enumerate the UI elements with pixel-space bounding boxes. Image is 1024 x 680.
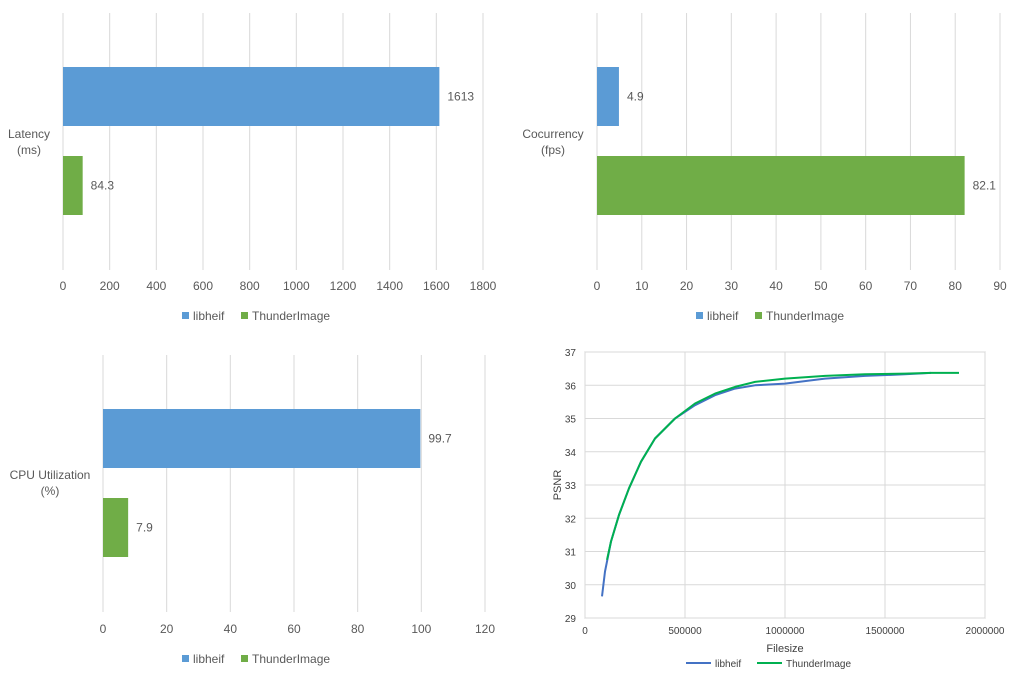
series-lines (601, 371, 959, 597)
x-tick-label: 20 (680, 279, 694, 293)
data-label-libheif: 4.9 (627, 90, 644, 104)
x-tick-label: 2000000 (966, 626, 1005, 637)
gridlines (596, 13, 1001, 270)
x-tick-label: 800 (240, 279, 260, 293)
x-tick-label: 1000 (283, 279, 310, 293)
data-label-thunderimage: 7.9 (136, 521, 153, 535)
y-axis-label-line2: (%) (41, 484, 60, 498)
x-tick-label: 90 (993, 279, 1007, 293)
legend-label-thunderimage: ThunderImage (252, 309, 330, 323)
legend-swatch-libheif (182, 655, 189, 662)
x-axis-label: Filesize (766, 643, 803, 655)
x-tick-label: 80 (351, 622, 365, 636)
x-tick-label: 1600 (423, 279, 450, 293)
x-tick-label: 0 (582, 626, 588, 637)
x-tick-label: 120 (475, 622, 495, 636)
bar-libheif (103, 409, 421, 468)
data-label-thunderimage: 82.1 (973, 179, 997, 193)
y-axis-label-line1: CPU Utilization (10, 468, 91, 482)
x-tick-label: 1800 (470, 279, 497, 293)
y-axis-label-line2: (fps) (541, 143, 565, 157)
legend-label-libheif: libheif (715, 659, 741, 670)
legend-swatch-libheif (696, 312, 703, 319)
x-tick-label: 10 (635, 279, 649, 293)
legend-label-libheif: libheif (193, 309, 225, 323)
x-tick-labels: 0 20 40 60 80 100 120 (100, 622, 496, 636)
x-tick-label: 1400 (376, 279, 403, 293)
legend-label-thunderimage: ThunderImage (766, 309, 844, 323)
x-tick-label: 30 (725, 279, 739, 293)
y-tick-label: 29 (565, 614, 577, 625)
bar-thunderimage (103, 498, 129, 557)
data-label-libheif: 99.7 (428, 432, 452, 446)
x-tick-label: 100 (411, 622, 431, 636)
y-tick-label: 30 (565, 581, 577, 592)
x-tick-label: 40 (769, 279, 783, 293)
gridlines (584, 351, 986, 619)
bars: 4.9 82.1 (597, 67, 996, 215)
y-axis-label: PSNR (552, 470, 564, 501)
x-tick-label: 1500000 (866, 626, 905, 637)
x-tick-label: 1200 (330, 279, 357, 293)
legend: libheif ThunderImage (696, 309, 844, 323)
x-tick-label: 70 (904, 279, 918, 293)
x-tick-label: 0 (594, 279, 601, 293)
x-tick-labels: 0 200 400 600 800 1000 1200 1400 1600 1800 (60, 279, 497, 293)
legend: libheif ThunderImage (182, 309, 330, 323)
x-tick-label: 0 (100, 622, 107, 636)
y-tick-label: 33 (565, 481, 577, 492)
x-tick-label: 40 (224, 622, 238, 636)
legend-label-thunderimage: ThunderImage (786, 659, 851, 670)
y-tick-label: 31 (565, 548, 577, 559)
legend-label-libheif: libheif (193, 652, 225, 666)
bar-thunderimage (63, 156, 83, 215)
x-tick-label: 80 (949, 279, 963, 293)
bar-libheif (63, 67, 440, 126)
data-label-thunderimage: 84.3 (91, 179, 115, 193)
y-tick-labels: 29 30 31 32 33 34 35 36 37 (565, 348, 577, 625)
x-tick-label: 500000 (668, 626, 702, 637)
legend-label-libheif: libheif (707, 309, 739, 323)
legend-swatch-thunderimage (755, 312, 762, 319)
x-tick-label: 200 (100, 279, 120, 293)
series-line-thunderimage (606, 371, 959, 561)
bar-libheif (597, 67, 619, 126)
x-tick-label: 0 (60, 279, 67, 293)
bar-thunderimage (597, 156, 965, 215)
x-tick-label: 50 (814, 279, 828, 293)
cpu-utilization-chart: CPU Utilization (%) 99.7 7.9 0 20 40 60 80 100… (10, 355, 496, 666)
legend-swatch-thunderimage (241, 312, 248, 319)
x-tick-labels: 0 10 20 30 40 50 60 70 80 90 (594, 279, 1007, 293)
legend: libheif ThunderImage (686, 659, 851, 670)
x-tick-label: 20 (160, 622, 174, 636)
gridlines (102, 355, 486, 612)
bars: 1613 84.3 (63, 67, 474, 215)
legend-swatch-thunderimage (241, 655, 248, 662)
y-tick-label: 37 (565, 348, 577, 359)
y-axis-label-line1: Latency (8, 127, 50, 141)
y-axis-label-line2: (ms) (17, 143, 41, 157)
y-tick-label: 32 (565, 514, 577, 525)
x-tick-labels: 0 500000 1000000 1500000 2000000 (582, 626, 1005, 637)
y-tick-label: 34 (565, 448, 577, 459)
legend-label-thunderimage: ThunderImage (252, 652, 330, 666)
concurrency-chart: Cocurrency (fps) 4.9 82.1 0 10 20 30 40 50 60 70… (522, 13, 1007, 323)
data-label-libheif: 1613 (447, 90, 474, 104)
y-tick-label: 35 (565, 415, 577, 426)
x-tick-label: 600 (193, 279, 213, 293)
y-axis-label-line1: Cocurrency (522, 127, 583, 141)
x-tick-label: 60 (287, 622, 301, 636)
latency-chart: Latency (ms) 1613 84.3 0 200 400 600 800 1000 1… (8, 13, 497, 323)
legend: libheif ThunderImage (182, 652, 330, 666)
bars: 99.7 7.9 (103, 409, 452, 557)
legend-swatch-libheif (182, 312, 189, 319)
gridlines (62, 13, 484, 270)
x-tick-label: 60 (859, 279, 873, 293)
x-tick-label: 400 (146, 279, 166, 293)
psnr-filesize-chart: 0 500000 1000000 1500000 2000000 29 30 31 32 33 3… (552, 348, 1005, 670)
y-tick-label: 36 (565, 381, 577, 392)
x-tick-label: 1000000 (766, 626, 805, 637)
